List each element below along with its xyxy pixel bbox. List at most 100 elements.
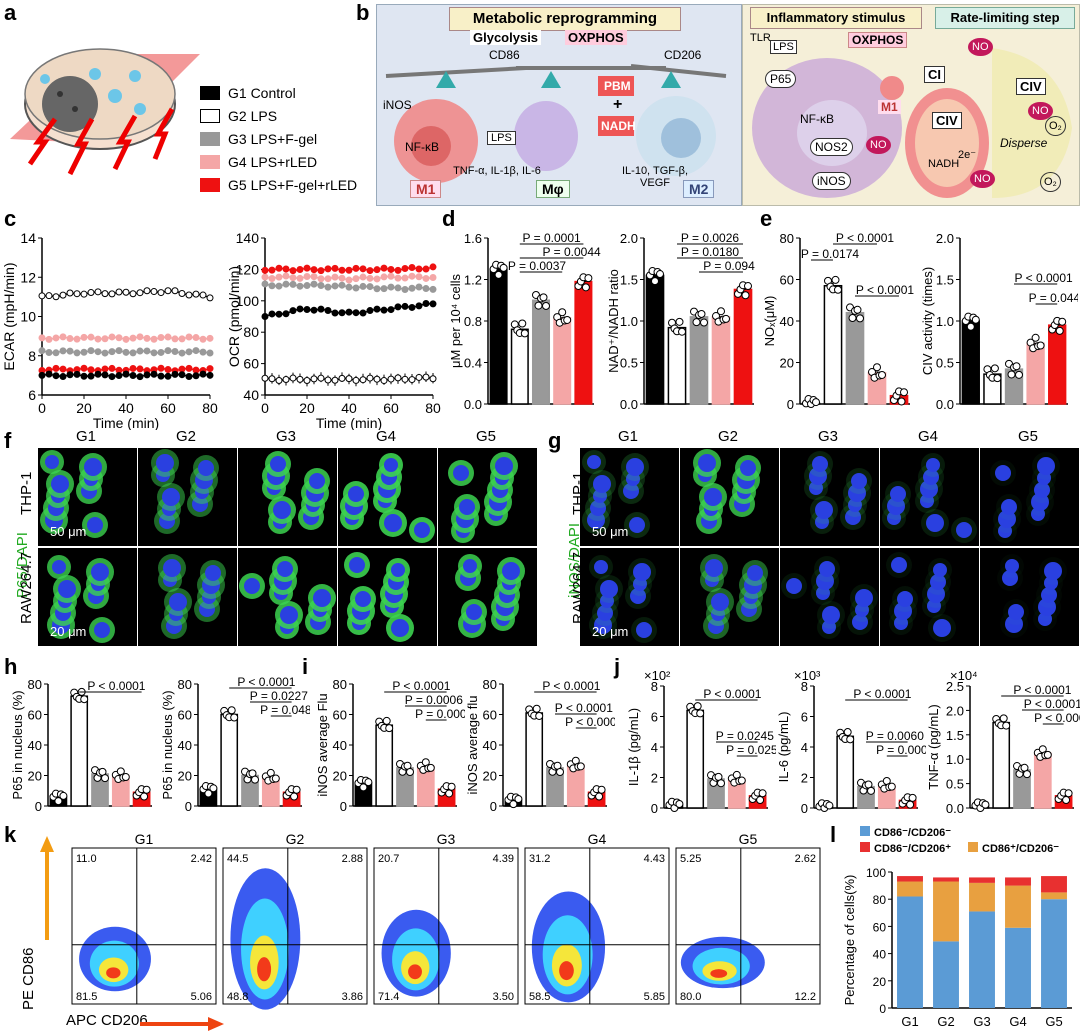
data-point [558, 308, 567, 317]
data-point [1023, 770, 1031, 779]
data-point [66, 335, 74, 343]
p-value-label: P < 0.0001 [1034, 711, 1080, 725]
civ-activity-bar-chart: 0.0 0.5 1.0 1.5 2.0 CIV activity (times) P < 0… [920, 231, 1078, 412]
y-tick-label: 80 [780, 231, 794, 246]
data-point [373, 275, 381, 283]
data-point [157, 334, 165, 342]
data-point [292, 785, 301, 794]
data-point [394, 284, 402, 292]
p-value-label: P = 0.0174 [801, 247, 859, 261]
data-point [692, 318, 701, 327]
data-point [556, 768, 564, 777]
data-point [54, 797, 63, 806]
data-point [422, 285, 430, 293]
data-point [171, 370, 179, 378]
data-point [867, 786, 875, 795]
stack-segment [933, 877, 959, 882]
y-axis-label: IL-6 (pg/mL) [776, 712, 791, 783]
electron-label: 2e⁻ [958, 149, 977, 161]
data-point [394, 266, 402, 274]
column-label-g1: G1 [618, 428, 639, 445]
series-3 [261, 280, 437, 293]
y-tick-label: 0.8 [464, 314, 482, 329]
p-value-label: P < 0.0001 [1015, 271, 1073, 285]
data-point [651, 277, 659, 286]
y-tick-label: 1.5 [936, 273, 954, 288]
legend-g3: G3 LPS+F-gel [200, 130, 317, 148]
quadrant-ul: 5.25 [680, 853, 701, 865]
bar [1033, 752, 1052, 809]
data-point [758, 789, 767, 798]
data-point [122, 288, 130, 296]
data-point [352, 376, 360, 384]
data-point [52, 293, 60, 301]
p-value-label: P < 0.0001 [836, 231, 894, 245]
bar [823, 284, 843, 405]
data-point [185, 364, 193, 372]
data-point [401, 265, 409, 273]
data-point [303, 264, 311, 272]
data-point [380, 285, 388, 293]
micrograph-g1-row2 [38, 548, 137, 646]
data-point [282, 272, 290, 280]
panel-label-i: i [302, 654, 309, 679]
data-point [700, 318, 708, 327]
y-tick-label: 40 [28, 738, 42, 753]
nfkb2-label: NF-κB [800, 112, 834, 126]
data-point [164, 372, 172, 380]
data-point [401, 375, 409, 383]
data-point [268, 275, 276, 283]
data-point [429, 263, 437, 271]
series-5 [261, 263, 437, 275]
y-tick-label: 8 [28, 348, 36, 364]
data-point [406, 768, 414, 777]
quadrant-ul: 44.5 [227, 853, 248, 865]
data-point [261, 280, 269, 288]
bar [531, 299, 551, 405]
data-point [563, 315, 572, 324]
flow-plot-g3: G3 20.7 4.39 71.4 3.50 [373, 832, 519, 1005]
data-point [122, 370, 130, 378]
data-point [129, 334, 137, 342]
data-point [268, 282, 276, 290]
stack-segment [1005, 927, 1031, 1008]
quadrant-ll: 81.5 [76, 991, 97, 1003]
data-point [296, 274, 304, 282]
data-point [415, 302, 423, 310]
bar [845, 311, 865, 405]
data-point [87, 372, 95, 380]
series-3 [38, 347, 214, 357]
data-point [401, 285, 409, 293]
y-axis-label: IL-1β (pg/mL) [626, 708, 641, 786]
bar [689, 316, 709, 405]
y-tick-label: 60 [780, 273, 794, 288]
quadrant-ur: 4.43 [644, 853, 665, 865]
data-point [94, 288, 102, 296]
flow-plot-title: G2 [286, 832, 305, 847]
data-point [366, 374, 374, 382]
data-point [129, 290, 137, 298]
y-tick-label: 4 [801, 740, 808, 755]
y-tick-label: 20 [483, 769, 497, 784]
stack-segment [897, 896, 923, 1008]
data-point [59, 791, 68, 800]
data-point [289, 374, 297, 382]
legend-g1: G1 Control [200, 84, 296, 102]
x-tick-label: 20 [76, 400, 92, 416]
data-point [115, 334, 123, 342]
data-point [38, 292, 46, 300]
micrograph-g3-row2 [780, 548, 879, 646]
data-point [178, 349, 186, 357]
y-tick-label: 0.4 [464, 356, 482, 371]
data-point [303, 282, 311, 290]
data-point [387, 272, 395, 280]
data-point [426, 763, 435, 772]
data-point [966, 322, 975, 331]
y-axis-label: P65 in nucleus (%) [160, 690, 175, 799]
data-point [80, 333, 88, 341]
y-axis-label: iNOS average Flu [315, 693, 330, 796]
data-point [268, 310, 276, 318]
axis-multiplier: ×10² [644, 668, 671, 683]
